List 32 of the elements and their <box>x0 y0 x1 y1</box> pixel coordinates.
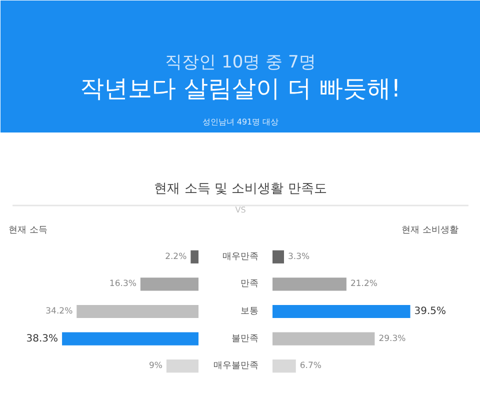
data-label: 21.2% <box>350 279 378 290</box>
data-label: 34.2% <box>46 306 73 316</box>
text: 현재 소득 및 소비생활 만족도 <box>154 182 327 196</box>
data-label: 39.5% <box>414 306 446 317</box>
bar <box>272 250 284 264</box>
bar <box>272 278 346 291</box>
data-label: 2.2% <box>165 252 187 262</box>
text: VS <box>235 206 246 214</box>
text: 성인남녀 491명 대상 <box>202 118 279 126</box>
data-label: 9% <box>148 361 162 372</box>
chart-title: 현재 소득 <box>8 226 48 236</box>
data-label: 6.7% <box>300 361 322 372</box>
text: 직장인 10명 중 7명 <box>165 52 316 72</box>
bar <box>272 332 375 346</box>
data-label: 38.3% <box>26 333 58 344</box>
bar <box>166 360 198 373</box>
data-label: 29.3% <box>378 334 406 344</box>
y-tick-label: 보통 <box>240 306 258 316</box>
y-tick-label: 만족 <box>240 279 258 290</box>
bar <box>272 304 410 318</box>
data-label: 16.3% <box>109 279 136 290</box>
text: 현재 소비생활 <box>402 226 459 236</box>
bar <box>62 332 198 346</box>
y-tick-label: 매우만족 <box>222 252 258 262</box>
y-tick-label: 불만족 <box>232 334 258 344</box>
data-label: 3.3% <box>288 252 310 262</box>
text: 작년보다 살림살이 더 빠듯해! <box>80 74 401 102</box>
y-tick-label: 매우불만족 <box>214 361 258 372</box>
bar <box>190 250 198 264</box>
bar <box>272 360 296 373</box>
bar <box>76 304 198 318</box>
bar <box>140 278 198 291</box>
